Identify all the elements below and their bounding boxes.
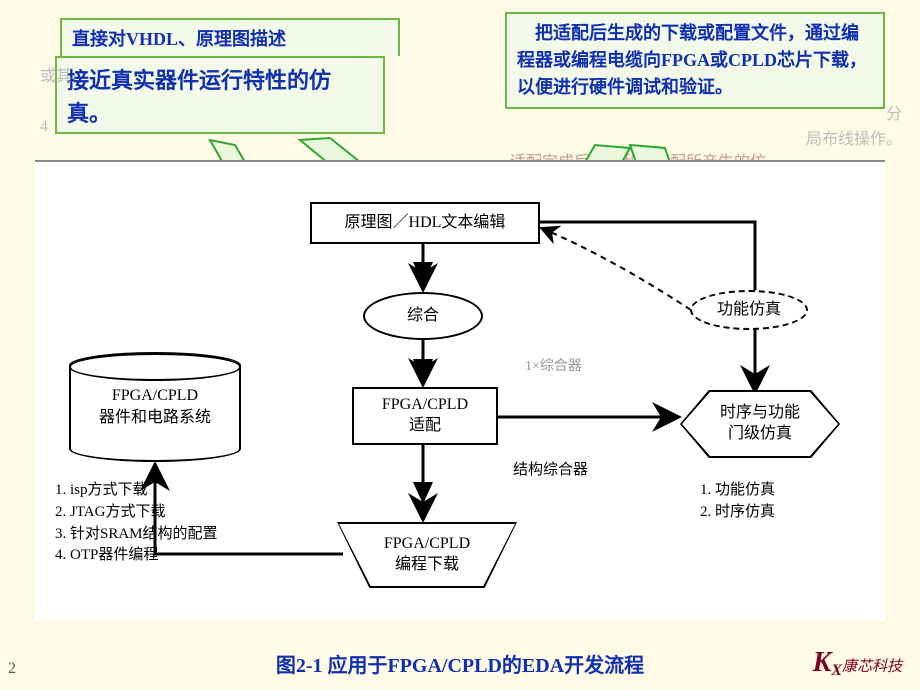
node-editor-label: 原理图／HDL文本编辑 xyxy=(345,213,506,234)
brand-k: K xyxy=(813,647,832,678)
figure-area: 原理图／HDL文本编辑 综合 FPGA/CPLD 适配 FPGA/CPLD 编程… xyxy=(35,160,885,620)
node-prog-label: FPGA/CPLD 编程下载 xyxy=(384,534,470,576)
callout-left-line1: 直接对VHDL、原理图描述 xyxy=(72,29,286,49)
brand-x: X xyxy=(831,662,842,679)
hidden-r1: 分 xyxy=(886,100,902,124)
figure-caption: 图2-1 应用于FPGA/CPLD的EDA开发流程 xyxy=(0,649,920,678)
dl-1: 1. isp方式下载 xyxy=(55,480,218,502)
page-number: 2 xyxy=(8,660,16,678)
node-timesim-label: 时序与功能 门级仿真 xyxy=(720,403,800,445)
struct-label: 结构综合器 xyxy=(513,460,588,482)
callout-left-inner: 接近真实器件运行特性的仿真。 xyxy=(55,56,385,134)
dl-2: 2. JTAG方式下载 xyxy=(55,502,218,524)
node-fit-label: FPGA/CPLD 适配 xyxy=(382,395,468,437)
download-list: 1. isp方式下载 2. JTAG方式下载 3. 针对SRAM结构的配置 4.… xyxy=(55,480,218,567)
hidden-l2: 4 xyxy=(40,118,48,136)
callout-right: 把适配后生成的下载或配置文件，通过编程器或编程电缆向FPGA或CPLD芯片下载，… xyxy=(505,12,885,109)
node-fit: FPGA/CPLD 适配 xyxy=(352,387,498,445)
sim-2: 2. 时序仿真 xyxy=(700,502,775,524)
node-synth: 综合 xyxy=(363,292,483,340)
node-editor: 原理图／HDL文本编辑 xyxy=(310,202,540,244)
sim-list: 1. 功能仿真 2. 时序仿真 xyxy=(700,480,775,524)
sim-1: 1. 功能仿真 xyxy=(700,480,775,502)
callout-left-outer: 直接对VHDL、原理图描述 xyxy=(60,18,400,56)
hidden-l1: 或其 xyxy=(40,62,72,86)
node-timesim: 时序与功能 门级仿真 xyxy=(680,390,840,458)
node-cylinder-label: FPGA/CPLD 器件和电路系统 xyxy=(99,385,211,430)
brand-text: 康芯科技 xyxy=(842,659,902,675)
node-funcsim: 功能仿真 xyxy=(690,290,808,330)
hidden-r2: 局布线操作。 xyxy=(806,125,902,149)
node-synth-label: 综合 xyxy=(407,306,439,327)
callout-right-text: 把适配后生成的下载或配置文件，通过编程器或编程电缆向FPGA或CPLD芯片下载，… xyxy=(517,23,867,97)
node-prog: FPGA/CPLD 编程下载 xyxy=(337,522,517,588)
callout-left-line2: 接近真实器件运行特性的仿真。 xyxy=(67,68,331,126)
dl-3: 3. 针对SRAM结构的配置 xyxy=(55,524,218,546)
brand-logo: KX康芯科技 xyxy=(813,647,902,680)
dl-4: 4. OTP器件编程 xyxy=(55,545,218,567)
faded-label: 1×综合器 xyxy=(525,355,582,375)
node-funcsim-label: 功能仿真 xyxy=(717,300,781,321)
node-cylinder: FPGA/CPLD 器件和电路系统 xyxy=(69,352,241,462)
